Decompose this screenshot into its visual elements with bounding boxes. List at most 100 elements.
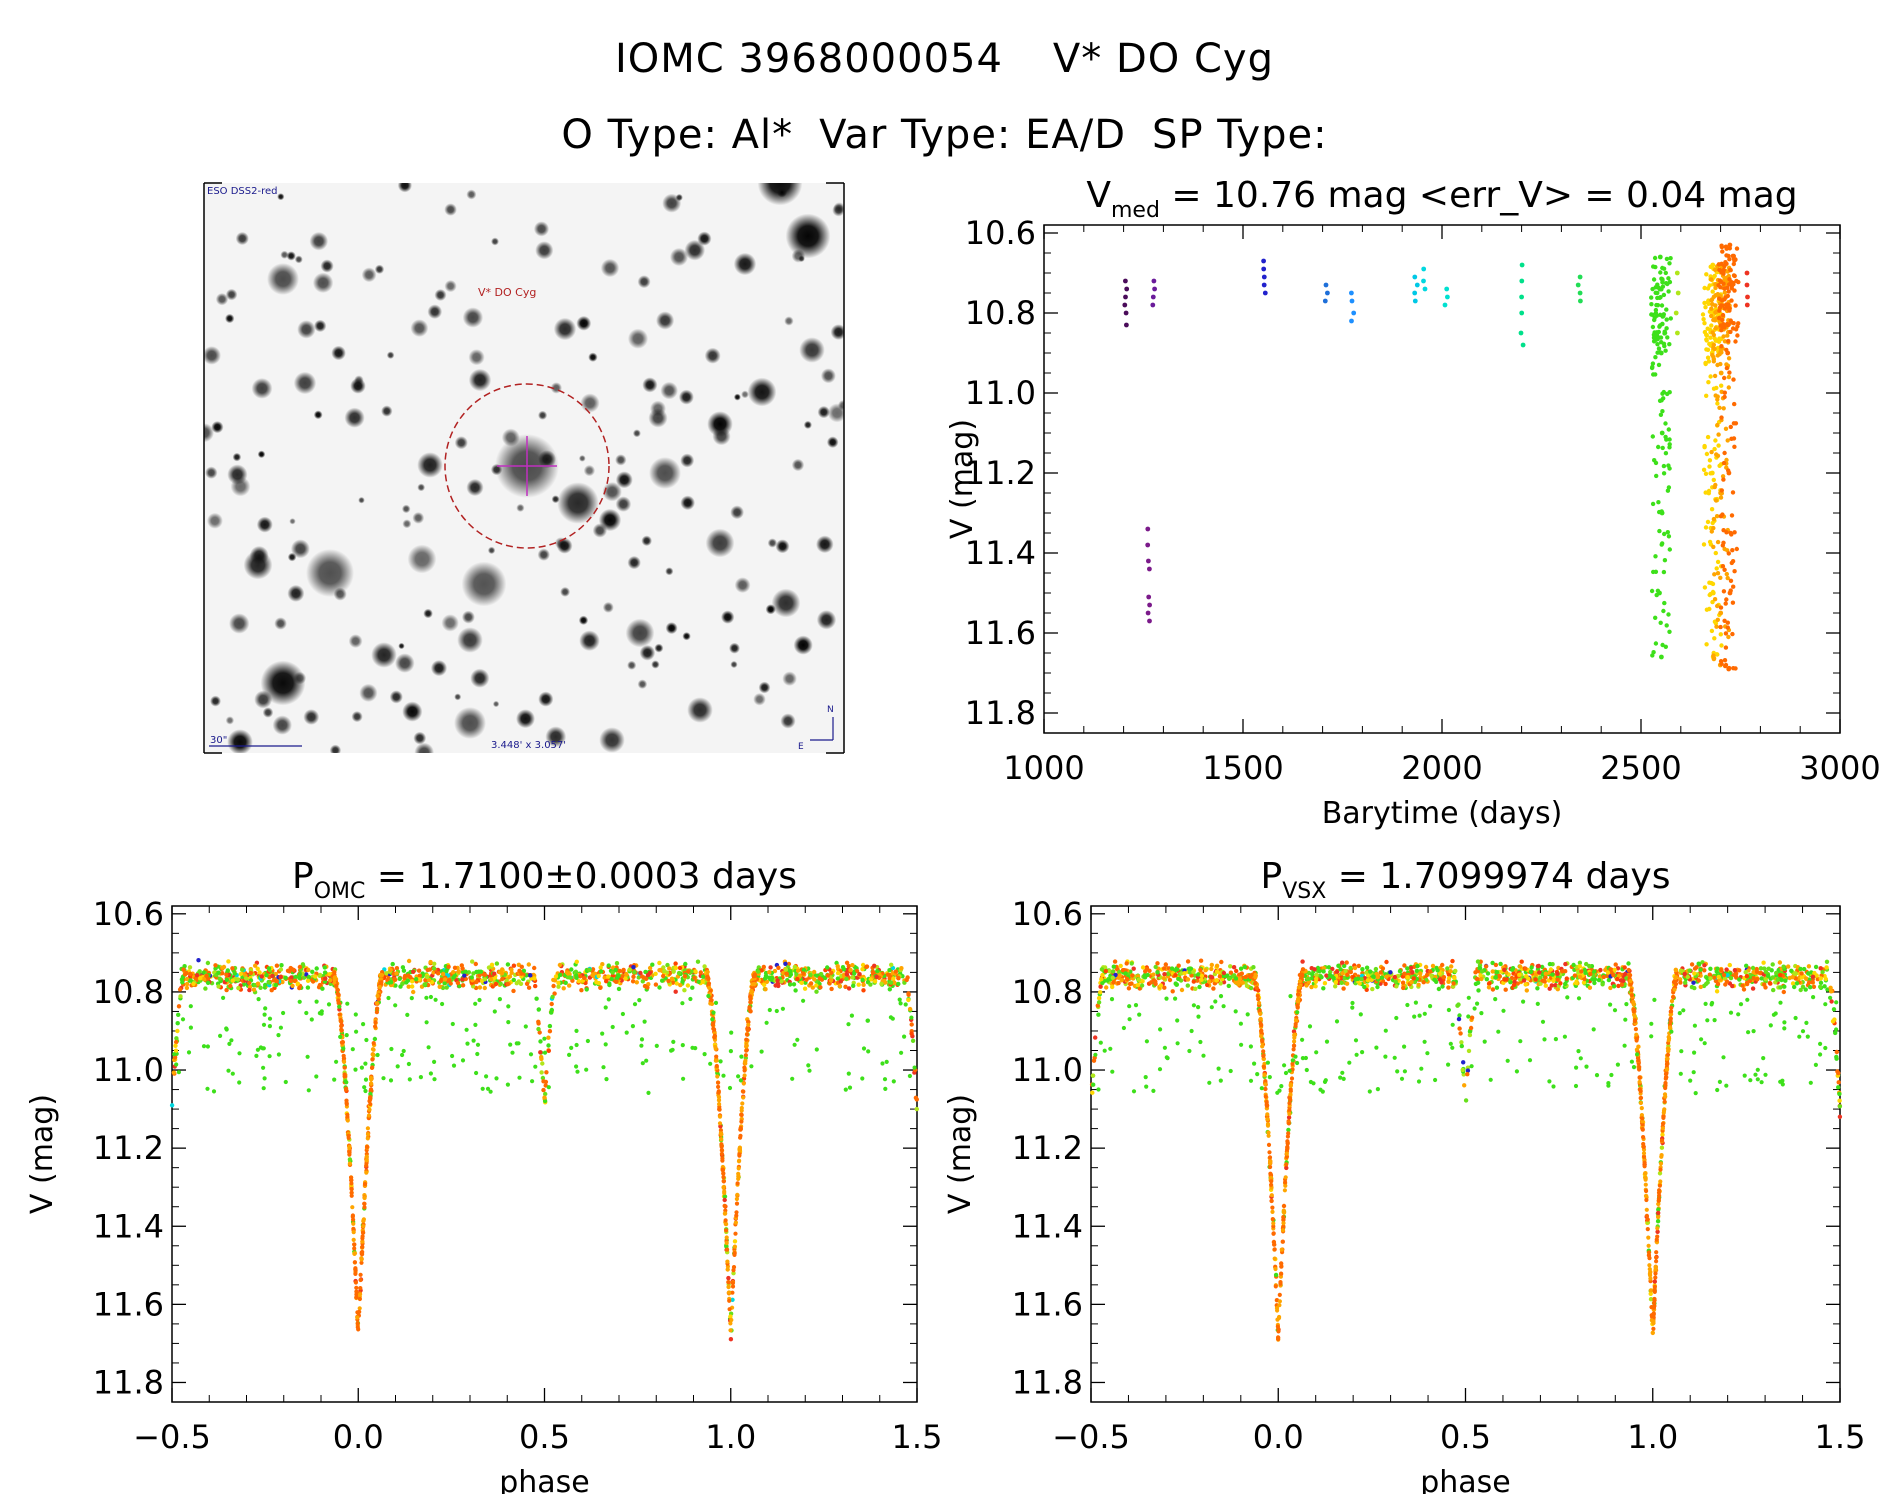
data-point [1726, 302, 1731, 307]
data-point [1659, 287, 1664, 292]
data-point [1093, 1035, 1098, 1040]
data-point [1397, 969, 1403, 974]
data-point [1794, 981, 1800, 986]
data-point [1317, 968, 1322, 974]
x-axis-label: phase [499, 1465, 590, 1494]
data-point [1199, 973, 1205, 979]
data-point [1720, 249, 1725, 254]
data-point [1728, 578, 1734, 583]
data-point [1709, 529, 1715, 534]
data-point [1185, 983, 1191, 988]
data-point [1656, 500, 1661, 505]
data-point [1352, 965, 1358, 971]
data-point [1653, 355, 1658, 360]
data-point [653, 971, 658, 976]
data-point [1198, 958, 1204, 963]
data-point [1664, 326, 1669, 331]
data-point [1123, 278, 1128, 284]
data-point [1523, 982, 1528, 987]
data-point [1675, 330, 1680, 336]
data-point [1712, 484, 1717, 490]
chart-title-main: V [1086, 175, 1111, 216]
data-point [1729, 436, 1734, 441]
data-point [1727, 242, 1733, 248]
data-point [1733, 339, 1738, 344]
data-point [1714, 989, 1720, 994]
data-point [1207, 979, 1212, 984]
chart-title-rest: = 1.7100±0.0003 days [365, 856, 797, 897]
data-point [1723, 645, 1729, 650]
data-point [1650, 361, 1656, 366]
data-point [1656, 362, 1662, 368]
data-point [1145, 610, 1151, 616]
data-point [1674, 270, 1680, 276]
data-point [1444, 286, 1450, 292]
y-tick-label: 11.0 [93, 1051, 164, 1089]
data-point [1715, 422, 1720, 428]
data-point [1428, 969, 1433, 974]
data-point [1712, 373, 1718, 379]
data-point [1393, 979, 1398, 984]
data-point [1123, 971, 1128, 976]
data-point [1217, 974, 1223, 979]
data-point [1711, 294, 1717, 299]
data-point [1587, 963, 1592, 969]
data-point [1198, 967, 1203, 972]
data-point [1829, 999, 1834, 1004]
data-point [1135, 982, 1141, 988]
data-point [1118, 963, 1123, 969]
data-point [1661, 463, 1667, 469]
data-point [1494, 970, 1500, 975]
data-point [1731, 584, 1736, 589]
data-point [1313, 984, 1318, 989]
data-point [1659, 340, 1664, 345]
data-point [1248, 974, 1253, 980]
data-point [1451, 981, 1456, 986]
data-point [1517, 972, 1522, 977]
data-point [1727, 246, 1733, 251]
data-point [1280, 1239, 1286, 1244]
data-point [1734, 546, 1740, 552]
data-point [1344, 981, 1350, 986]
data-point [1663, 644, 1669, 649]
data-point [1665, 391, 1670, 397]
data-point [1799, 975, 1805, 980]
data-point [1497, 974, 1503, 979]
data-point [1445, 966, 1450, 971]
data-point [1555, 971, 1560, 976]
data-point [1519, 959, 1524, 964]
data-point [1666, 427, 1672, 432]
data-point [1719, 328, 1724, 333]
data-point [1715, 981, 1721, 987]
data-point [1502, 967, 1507, 972]
data-point [1405, 975, 1411, 980]
data-point [1763, 985, 1768, 990]
data-point [1652, 1279, 1658, 1284]
data-point [1713, 498, 1719, 503]
data-point [1666, 534, 1672, 539]
data-point [1661, 313, 1666, 319]
data-point [1405, 966, 1410, 971]
data-point [1110, 975, 1116, 980]
data-point [1578, 298, 1583, 304]
data-point [1717, 315, 1722, 321]
data-point [1744, 302, 1750, 308]
data-point [1661, 569, 1667, 575]
data-point [1364, 965, 1370, 970]
y-axis-label: V (mag) [943, 1094, 978, 1214]
data-point [1467, 1032, 1473, 1038]
data-point [1692, 985, 1697, 991]
data-point [1309, 984, 1314, 990]
data-point [1349, 298, 1355, 304]
data-point [1659, 654, 1664, 660]
data-point [1619, 982, 1625, 987]
data-point [1384, 959, 1389, 965]
data-point [1300, 959, 1305, 964]
x-tick-label: −0.5 [133, 1418, 211, 1456]
data-point [1338, 967, 1343, 972]
data-point [1711, 544, 1716, 550]
data-point [1836, 1070, 1841, 1076]
data-point [1394, 984, 1399, 989]
data-point [1242, 964, 1248, 970]
object-id: IOMC 3968000054 [614, 36, 1003, 82]
